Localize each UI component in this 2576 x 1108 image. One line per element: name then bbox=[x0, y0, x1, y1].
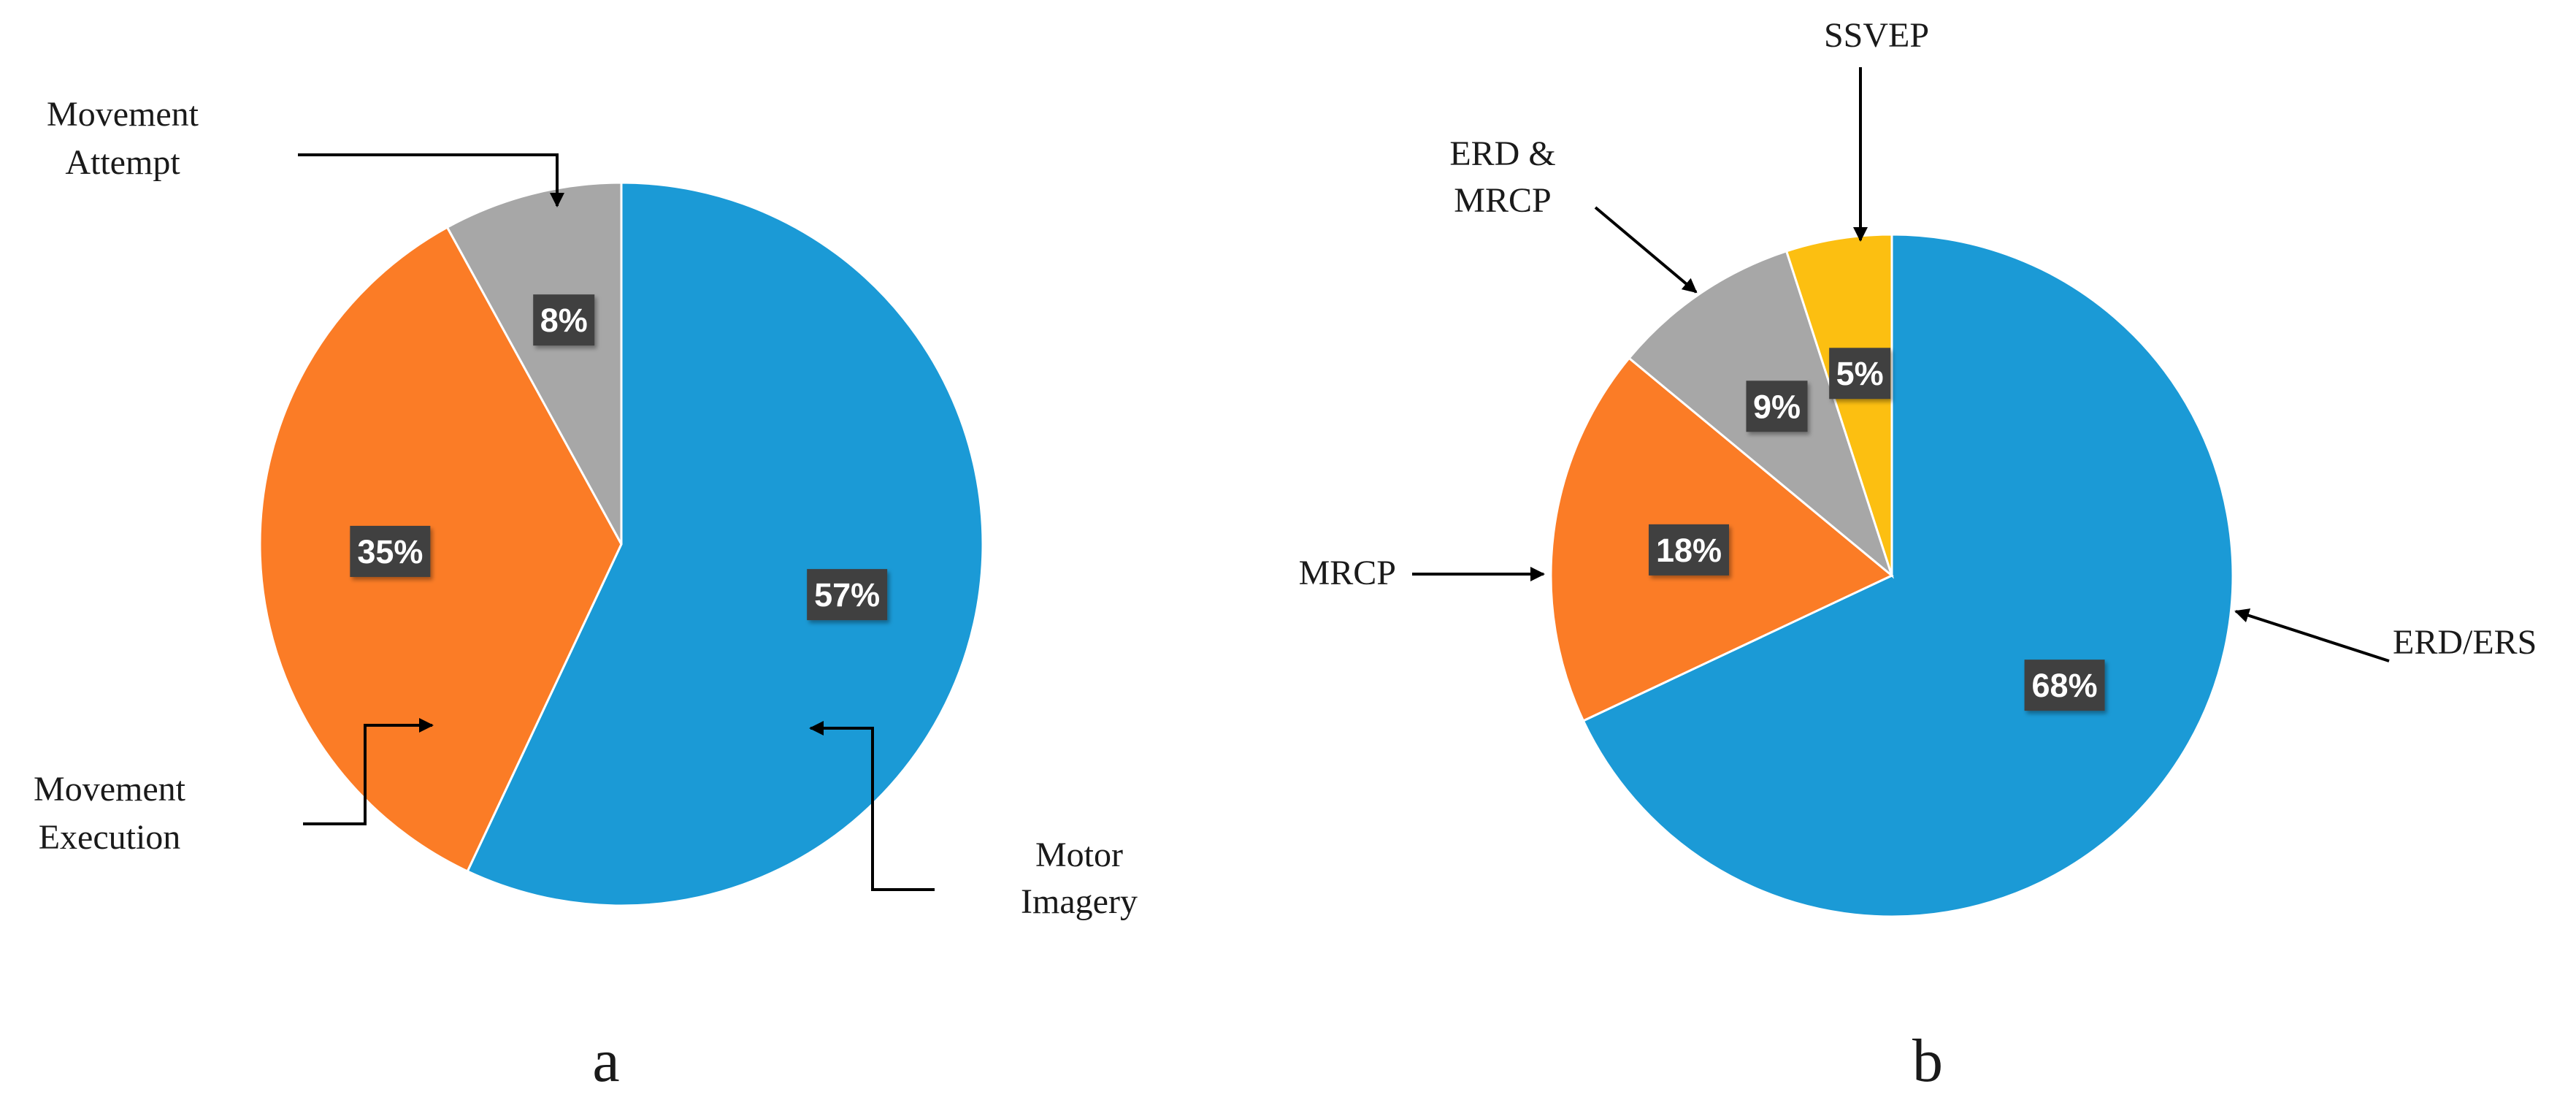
category-label-mrcp: MRCP bbox=[1299, 554, 1396, 592]
callout-arrow-movement-attempt bbox=[298, 153, 564, 207]
callout-arrow-movement-execution bbox=[303, 718, 434, 825]
pie-slice-ssvep bbox=[1785, 233, 1893, 576]
pie-slice-motor-imagery bbox=[466, 181, 984, 907]
pct-label-mrcp: 18% bbox=[1649, 524, 1730, 576]
category-label-movement-execution: Execution bbox=[39, 818, 181, 857]
pie-chart-a: 57% 35% 8% Motor Imagery Movement Execution Mov… bbox=[34, 95, 1138, 921]
pct-label-text: 8% bbox=[540, 302, 588, 339]
pct-label-motor-imagery: 57% bbox=[807, 569, 888, 621]
pct-label-text: 9% bbox=[1753, 388, 1801, 425]
category-label-motor-imagery: Imagery bbox=[1021, 882, 1138, 921]
category-label-erd-ers: ERD/ERS bbox=[2393, 623, 2537, 662]
pct-label-erd-ers: 68% bbox=[2024, 660, 2105, 711]
pct-label-movement-execution: 35% bbox=[350, 525, 431, 577]
callout-arrow-motor-imagery bbox=[809, 721, 935, 891]
pct-label-box bbox=[1649, 524, 1730, 576]
category-label-movement-attempt: Movement bbox=[47, 95, 199, 134]
category-label-movement-execution: Movement bbox=[34, 770, 186, 809]
pct-label-box bbox=[1829, 348, 1891, 400]
callout-arrow-erd-mrcp bbox=[1594, 206, 1698, 294]
pct-label-box bbox=[807, 569, 888, 621]
category-label-movement-attempt: Attempt bbox=[65, 143, 180, 182]
pct-label-text: 68% bbox=[2032, 667, 2098, 704]
pie-slice-erd-ers bbox=[1582, 233, 2234, 918]
pct-label-box bbox=[1746, 381, 1808, 432]
category-label-erd-mrcp: ERD & bbox=[1449, 134, 1555, 173]
category-label-erd-mrcp: MRCP bbox=[1454, 181, 1551, 220]
category-label-ssvep: SSVEP bbox=[1824, 16, 1929, 55]
pct-label-box bbox=[350, 525, 431, 577]
pie-chart-b: 68% 18% 9% 5% ERD/ERS MRCP ERD & MRCP SSVEP bbox=[1299, 16, 2537, 918]
category-label-motor-imagery: Motor bbox=[1035, 836, 1123, 874]
pct-label-box bbox=[533, 294, 595, 346]
pct-label-text: 18% bbox=[1656, 532, 1722, 569]
pct-label-text: 57% bbox=[814, 576, 880, 614]
callout-arrow-erd-ers bbox=[2234, 608, 2390, 662]
pct-label-box bbox=[2024, 660, 2105, 711]
panel-label-a: a bbox=[592, 1027, 619, 1095]
pct-label-ssvep: 5% bbox=[1829, 348, 1891, 400]
pct-label-text: 35% bbox=[357, 533, 423, 570]
pie-slice-movement-execution bbox=[258, 226, 623, 873]
panel-label-b: b bbox=[1912, 1027, 1943, 1095]
pie-slice-movement-attempt bbox=[445, 181, 623, 545]
pct-label-text: 5% bbox=[1836, 355, 1884, 392]
pct-label-erd-mrcp: 9% bbox=[1746, 381, 1808, 432]
pct-label-movement-attempt: 8% bbox=[533, 294, 595, 346]
